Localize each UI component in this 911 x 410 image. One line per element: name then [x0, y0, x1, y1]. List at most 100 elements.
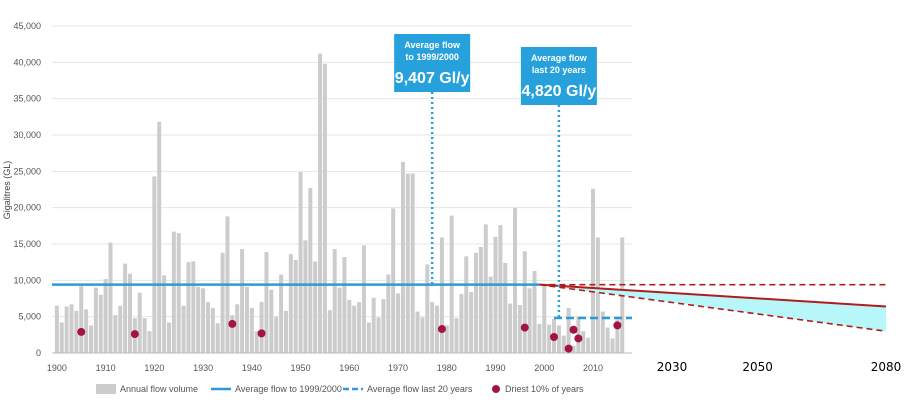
- flow-bar: [308, 188, 313, 353]
- legend-label: Driest 10% of years: [505, 384, 584, 394]
- flow-bar: [113, 315, 118, 353]
- flow-bar: [88, 325, 93, 353]
- x-tick-label: 2050: [742, 360, 773, 374]
- flow-bar: [249, 307, 254, 353]
- flow-bar: [181, 305, 186, 353]
- flow-bar: [98, 294, 103, 353]
- flow-bar: [93, 287, 98, 353]
- x-tick-label: 2080: [871, 360, 902, 374]
- callout-box: [520, 47, 597, 105]
- flow-bar: [220, 252, 225, 353]
- flow-bar: [591, 188, 596, 353]
- flow-bar: [127, 273, 132, 353]
- flow-bar: [313, 261, 318, 353]
- flow-bar: [103, 278, 108, 353]
- y-axis-label: Gigalitres (GL): [2, 161, 12, 220]
- flow-bar: [605, 327, 610, 353]
- flow-bar: [166, 322, 171, 353]
- driest-year-dot: [564, 344, 573, 353]
- flow-bar: [410, 173, 415, 353]
- flow-bar: [493, 236, 498, 353]
- driest-year-dot: [257, 329, 266, 338]
- flow-bar: [118, 305, 123, 353]
- flow-bar: [79, 286, 84, 353]
- flow-bar: [615, 319, 620, 353]
- y-tick-label: 40,000: [13, 57, 41, 67]
- flow-bar: [201, 288, 206, 353]
- flow-bar: [69, 304, 74, 353]
- projection-lower-line: [539, 283, 887, 332]
- flow-bar: [435, 305, 440, 353]
- flow-bar: [108, 242, 113, 353]
- flow-bar: [342, 257, 347, 353]
- driest-year-dot: [520, 323, 529, 332]
- flow-bar: [508, 303, 513, 353]
- flow-bar: [279, 274, 284, 353]
- flow-bar: [210, 307, 215, 353]
- x-tick-label: 1900: [47, 363, 67, 373]
- flow-bar: [595, 237, 600, 353]
- callouts: Average flow to 1999/2000 9,407 Gl/y Averag…: [394, 34, 597, 318]
- flow-bar: [522, 251, 527, 353]
- flow-bar: [400, 161, 405, 353]
- flow-bar: [186, 262, 191, 353]
- callout-value: 4,820 Gl/y: [522, 83, 597, 100]
- flow-bar: [439, 237, 444, 353]
- flow-bar: [561, 335, 566, 353]
- flow-bar: [152, 176, 157, 353]
- flow-bar: [371, 297, 376, 353]
- flow-bar: [274, 316, 279, 353]
- flow-bar: [254, 331, 259, 353]
- x-axis-ticks: 1900 1910 1920 1930 1940 1950 1960 1970 1980 1990…: [47, 363, 603, 373]
- flow-bar: [298, 172, 303, 353]
- callout-value: 9,407 Gl/y: [395, 70, 470, 87]
- flow-bar: [415, 311, 420, 353]
- x-tick-label: 1960: [339, 363, 359, 373]
- flow-bar: [337, 287, 342, 353]
- flow-bar: [361, 245, 366, 353]
- legend-label: Annual flow volume: [120, 384, 198, 394]
- flow-bar: [244, 286, 249, 353]
- projection-central-line: [539, 283, 887, 308]
- flow-bar: [171, 231, 176, 353]
- x-tick-label: 1950: [291, 363, 311, 373]
- flow-bar: [581, 331, 586, 353]
- flow-bar: [264, 251, 269, 353]
- flow-bar: [610, 338, 615, 353]
- y-tick-label: 5,000: [18, 312, 41, 322]
- flow-bar: [352, 305, 357, 353]
- flow-bar: [444, 325, 449, 353]
- y-tick-label: 30,000: [13, 130, 41, 140]
- flow-bar: [191, 261, 196, 353]
- flow-bar: [586, 337, 591, 353]
- flow-bar: [137, 292, 142, 353]
- driest-year-dot: [228, 319, 237, 328]
- flow-bar: [322, 63, 327, 353]
- legend-label: Average flow to 1999/2000: [235, 384, 342, 394]
- x-tick-label: 1970: [388, 363, 408, 373]
- flow-bar: [215, 323, 220, 353]
- x-tick-label: 1940: [242, 363, 262, 373]
- flow-bar: [176, 233, 181, 353]
- callout-line2: last 20 years: [532, 65, 586, 75]
- flow-bar: [527, 288, 532, 353]
- flow-bar: [123, 263, 128, 353]
- flow-bar: [542, 285, 547, 353]
- x-tick-label: 2030: [657, 360, 688, 374]
- flow-bar: [366, 322, 371, 353]
- flow-bar: [483, 224, 488, 353]
- flow-bar: [142, 318, 147, 353]
- driest-year-dot: [77, 327, 86, 336]
- projection-band: [539, 283, 887, 332]
- flow-bar: [474, 252, 479, 353]
- flow-bar: [230, 315, 235, 353]
- flow-bar: [327, 310, 332, 353]
- flow-bar: [503, 262, 508, 353]
- flow-bar: [459, 294, 464, 353]
- y-tick-label: 45,000: [13, 21, 41, 31]
- flow-bar: [332, 249, 337, 353]
- driest-year-dot: [550, 333, 559, 342]
- flow-bar: [235, 304, 240, 353]
- driest-year-dot: [574, 334, 583, 343]
